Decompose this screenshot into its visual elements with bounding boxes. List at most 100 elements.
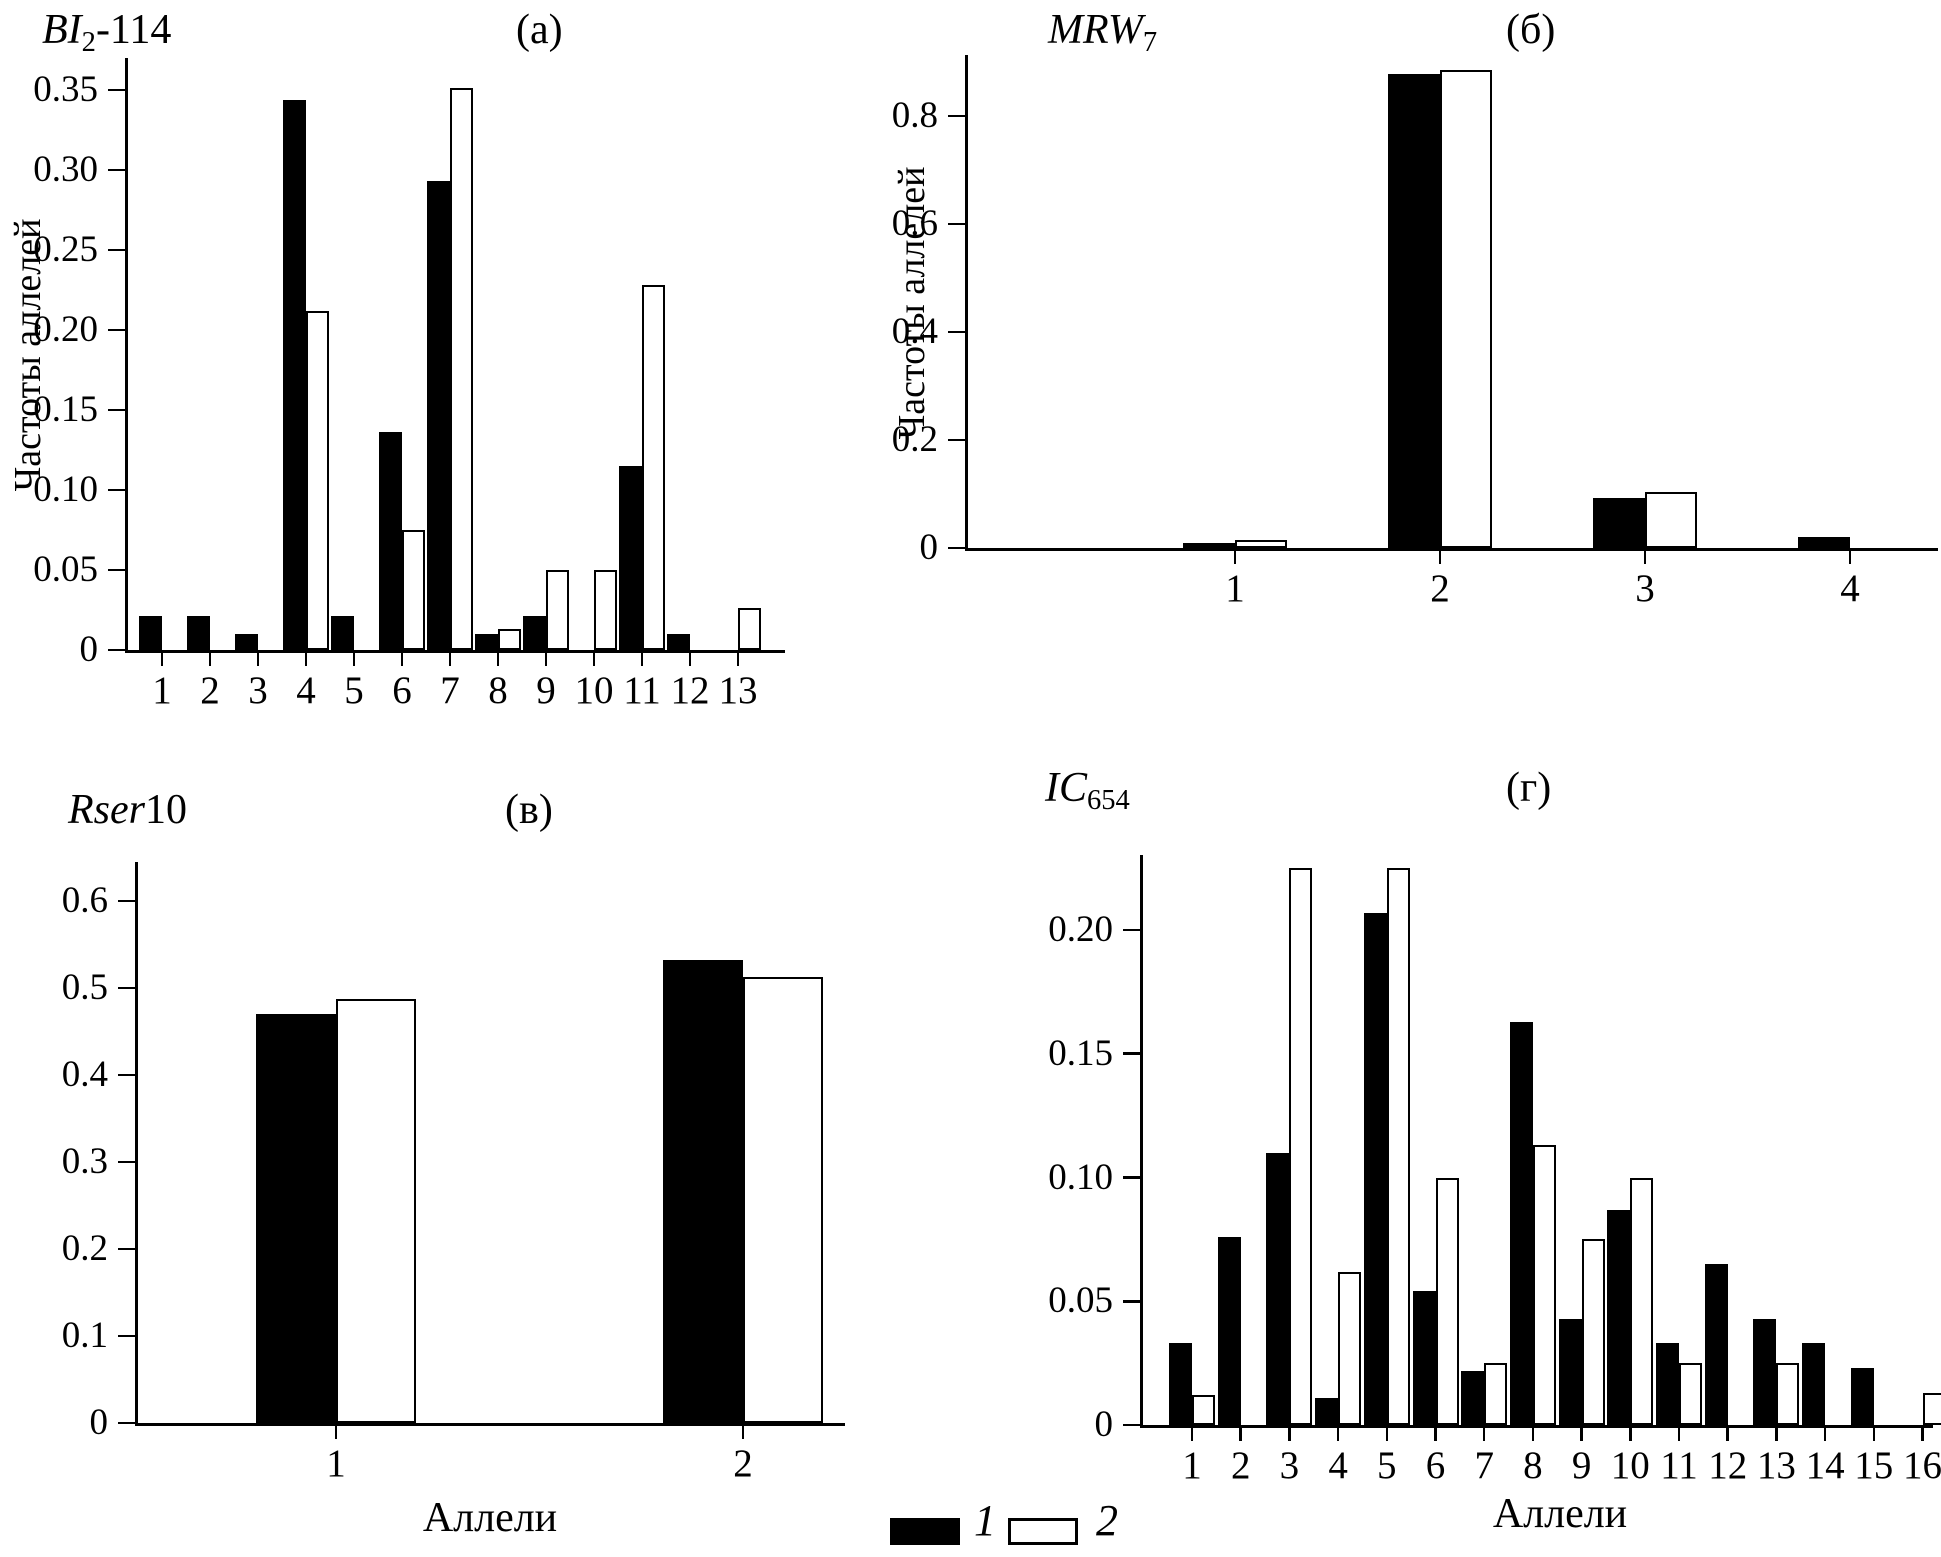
x-tick-label-g: 14 <box>1805 1444 1845 1487</box>
x-tick-label-g: 6 <box>1425 1444 1446 1487</box>
bar-series1-g-7 <box>1461 1370 1485 1425</box>
bar-series1-b-1 <box>1183 542 1235 548</box>
x-tick-g <box>1775 1425 1778 1441</box>
marker-name-main: Rser <box>68 787 145 833</box>
bar-series1-v-1 <box>256 1014 336 1423</box>
bar-series2-a-8 <box>498 629 521 650</box>
x-tick-g <box>1239 1425 1242 1441</box>
x-tick-g <box>1288 1425 1291 1441</box>
x-tick-g <box>1385 1425 1389 1441</box>
marker-name-sub: 654 <box>1087 784 1130 816</box>
x-tick-label-g: 10 <box>1610 1444 1650 1487</box>
bar-series1-g-10 <box>1607 1209 1631 1425</box>
x-tick-v <box>334 1423 338 1439</box>
y-tick-a <box>108 248 125 252</box>
y-axis-label-b: Частоты аллелей <box>891 166 933 440</box>
bar-series1-g-11 <box>1656 1343 1679 1425</box>
x-tick-a <box>256 650 260 666</box>
bar-series1-g-14 <box>1802 1343 1826 1425</box>
y-tick-b <box>948 114 965 118</box>
y-tick-label-a: 0.30 <box>33 149 98 190</box>
x-tick-label-b: 3 <box>1635 567 1655 610</box>
x-tick-g <box>1336 1425 1340 1441</box>
y-tick-v <box>118 1160 135 1164</box>
bar-series1-v-2 <box>663 960 743 1423</box>
legend-label-series2: 2 <box>1096 1496 1118 1545</box>
plot-area-a <box>125 58 785 653</box>
x-tick-label-g: 12 <box>1708 1444 1748 1487</box>
x-tick-a <box>400 650 404 666</box>
x-tick-label-g: 9 <box>1571 1444 1592 1487</box>
y-tick-a <box>108 408 125 412</box>
marker-name-main: IC <box>1045 765 1087 811</box>
x-tick-label-g: 4 <box>1328 1444 1348 1487</box>
x-tick-label-g: 2 <box>1230 1444 1251 1487</box>
bar-series2-a-9 <box>546 570 569 650</box>
y-tick-label-a: 0.25 <box>33 229 98 270</box>
y-tick-v <box>118 1421 135 1425</box>
y-tick-b <box>948 222 965 226</box>
y-tick-v <box>118 1334 135 1338</box>
legend-swatch-series2 <box>1008 1518 1078 1545</box>
x-tick-label-g: 7 <box>1474 1444 1494 1487</box>
y-tick-a <box>108 168 125 172</box>
x-tick-b <box>1643 548 1647 564</box>
bar-series1-a-12 <box>667 634 690 650</box>
y-tick-label-v: 0.1 <box>61 1315 108 1356</box>
marker-name-suffix: 10 <box>145 787 187 833</box>
bar-series1-a-3 <box>235 634 258 650</box>
x-tick-label-g: 5 <box>1377 1444 1397 1487</box>
x-tick-label-a: 1 <box>152 669 172 712</box>
y-tick-label-g: 0.05 <box>1048 1280 1113 1322</box>
x-tick-label-g: 3 <box>1279 1444 1300 1487</box>
x-tick-label-v: 2 <box>733 1442 753 1485</box>
y-tick-label-a: 0.35 <box>33 69 98 110</box>
x-tick-label-a: 13 <box>718 669 758 712</box>
y-tick-label-g: 0.15 <box>1048 1032 1113 1074</box>
bar-series1-g-4 <box>1315 1397 1339 1425</box>
y-tick-label-b: 0.2 <box>891 419 938 460</box>
y-tick-label-v: 0.3 <box>61 1141 108 1182</box>
y-tick-label-a: 0.10 <box>33 469 98 510</box>
y-tick-b <box>948 438 965 442</box>
x-tick-label-b: 2 <box>1430 567 1450 610</box>
bar-series1-g-3 <box>1266 1152 1290 1425</box>
y-tick-g <box>1123 1176 1140 1179</box>
panel-label-b: (б) <box>1506 7 1556 53</box>
bar-series2-g-3 <box>1289 868 1313 1425</box>
x-tick-g <box>1629 1425 1632 1441</box>
bar-series1-g-5 <box>1363 912 1387 1425</box>
x-tick-v <box>741 1423 745 1439</box>
x-tick-label-a: 7 <box>440 669 460 712</box>
x-tick-b <box>1233 548 1237 564</box>
bar-series2-v-1 <box>336 999 416 1423</box>
y-tick-label-v: 0.2 <box>61 1228 108 1269</box>
x-tick-a <box>304 650 308 666</box>
x-tick-label-g: 1 <box>1182 1444 1202 1487</box>
x-tick-a <box>736 650 740 666</box>
y-tick-label-g: 0 <box>1094 1404 1114 1445</box>
panel-label-v: (в) <box>505 787 553 833</box>
x-tick-label-a: 11 <box>623 669 661 712</box>
bar-series2-g-11 <box>1679 1363 1702 1425</box>
bar-series1-g-12 <box>1704 1264 1728 1425</box>
marker-name-sub: 2 <box>81 26 96 58</box>
y-tick-v <box>118 1073 135 1077</box>
y-tick-b <box>948 330 965 334</box>
plot-area-v <box>135 862 845 1426</box>
bar-series1-a-11 <box>619 466 642 650</box>
y-tick-a <box>108 88 125 92</box>
bar-series1-a-6 <box>379 432 402 650</box>
bar-series1-a-2 <box>187 616 210 650</box>
x-tick-a <box>352 650 356 666</box>
x-tick-label-a: 8 <box>488 669 508 712</box>
bar-series2-g-4 <box>1338 1271 1362 1425</box>
bar-series2-b-1 <box>1235 540 1287 548</box>
y-tick-label-b: 0.6 <box>891 203 938 244</box>
bar-series2-a-11 <box>642 285 665 650</box>
x-tick-g <box>1677 1425 1681 1441</box>
bar-series2-b-3 <box>1645 491 1697 548</box>
y-tick-label-a: 0.15 <box>33 389 98 430</box>
bar-series1-g-2 <box>1217 1236 1241 1425</box>
x-axis-label-g: Аллели <box>1492 1491 1628 1537</box>
